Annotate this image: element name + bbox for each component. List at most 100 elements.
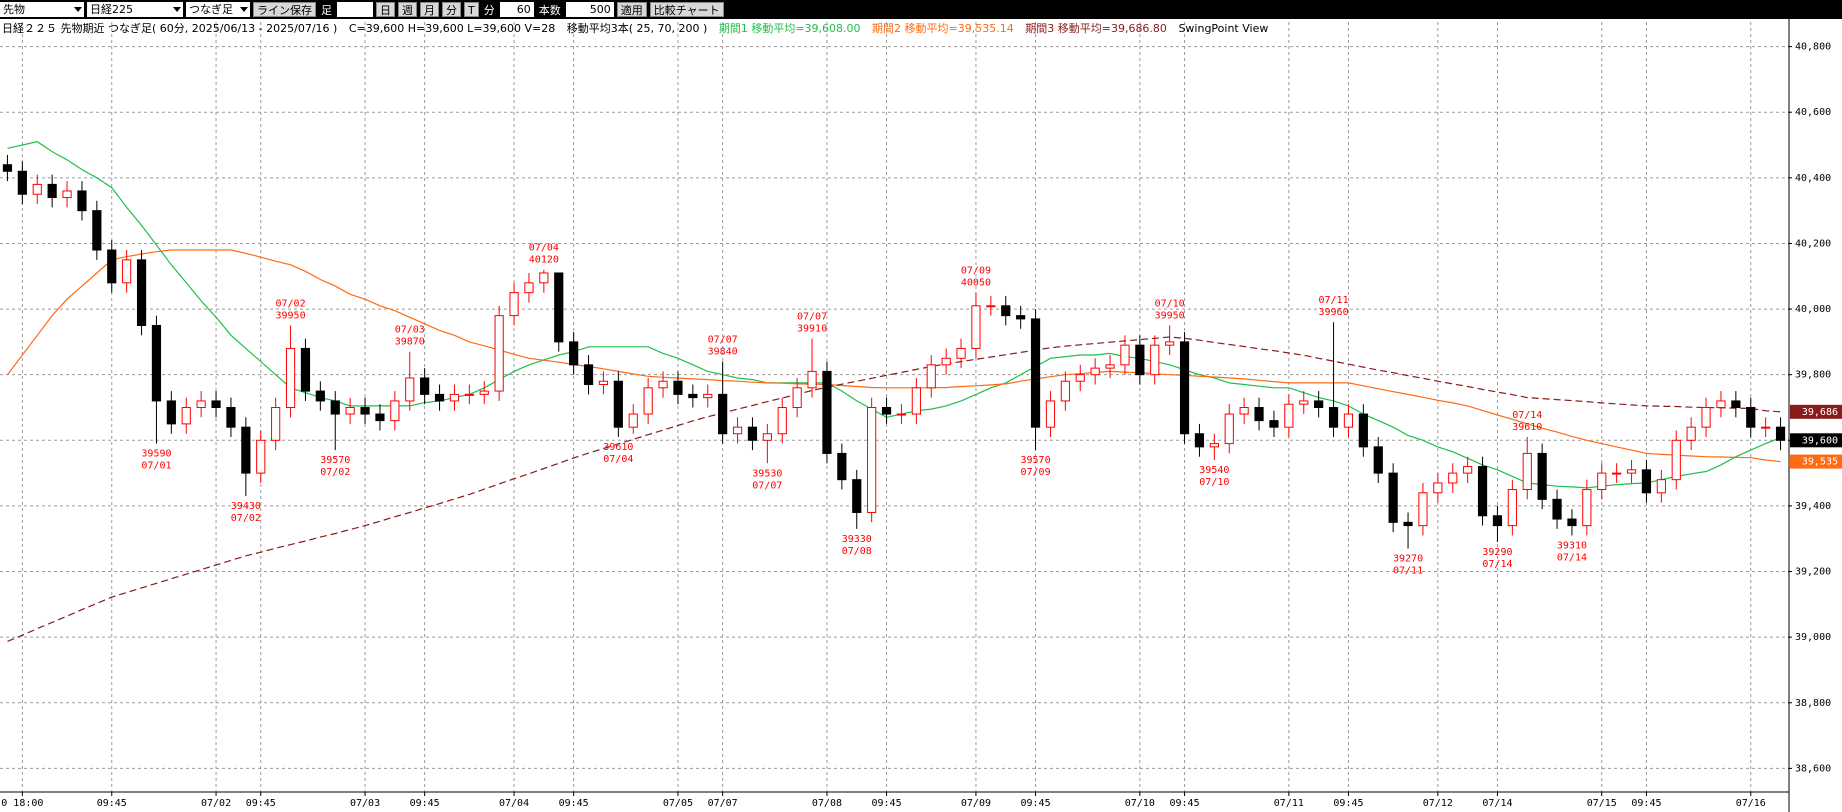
x-tick-label: 07/10: [1125, 798, 1155, 809]
y-tick-label: 40,200: [1795, 238, 1831, 249]
candle-body: [539, 272, 549, 284]
candle-body: [17, 170, 27, 195]
price-tag-label: 39,600: [1802, 435, 1838, 446]
candle-body: [107, 249, 117, 284]
swing-high-price: 40120: [529, 255, 559, 266]
bar-input[interactable]: [337, 2, 373, 17]
chart-subtitle: C=39,600 H=39,600 L=39,600 V=28: [348, 22, 556, 35]
candle-body: [1403, 521, 1413, 527]
candle-body: [1463, 466, 1473, 474]
x-tick-label: 07/04: [499, 798, 529, 809]
candle-body: [1269, 420, 1279, 428]
candle-body: [122, 259, 132, 284]
candle-body: [271, 406, 281, 441]
candle-body: [211, 400, 221, 408]
swing-high-date: 07/11: [1318, 295, 1348, 306]
apply-button[interactable]: 適用: [616, 2, 647, 17]
candle-body: [1388, 472, 1398, 523]
candle-body: [166, 400, 176, 425]
swing-high-price: 39950: [275, 310, 305, 321]
moving-average-line: [7, 336, 1781, 642]
candle-body: [1209, 443, 1219, 448]
day-button[interactable]: 日: [376, 2, 395, 17]
moving-average-line: [7, 141, 1781, 489]
candle-body: [986, 305, 996, 308]
candle-body: [1537, 452, 1547, 500]
candle-body: [1731, 400, 1741, 408]
y-tick-label: 39,800: [1795, 370, 1831, 381]
x-tick-label: 09:45: [1020, 798, 1050, 809]
swing-low-price: 39430: [231, 501, 261, 512]
candle-body: [1656, 479, 1666, 494]
candle-body: [405, 377, 415, 402]
candle-body: [241, 426, 251, 474]
swing-low-price: 39270: [1393, 554, 1423, 565]
candle-body: [1343, 413, 1354, 428]
swing-low-price: 39590: [141, 449, 171, 460]
month-button[interactable]: 月: [420, 2, 439, 17]
y-tick-label: 40,400: [1795, 173, 1831, 184]
chart-title: 日経２２５ 先物期近 つなぎ足( 60分, 2025/06/13 - 2025/…: [2, 22, 338, 35]
chart-kind-select[interactable]: つなぎ足: [186, 2, 250, 17]
swing-high-date: 07/02: [275, 298, 305, 309]
swing-low-price: 39570: [1020, 455, 1050, 466]
x-tick-label: 09:45: [871, 798, 901, 809]
count-input[interactable]: 500: [565, 2, 614, 17]
candle-body: [1284, 403, 1294, 428]
save-lines-button[interactable]: ライン保存: [253, 2, 316, 17]
swing-low-date: 07/02: [320, 467, 350, 478]
interval-input[interactable]: 60: [499, 2, 534, 17]
tick-button[interactable]: T: [464, 2, 479, 17]
legend-entry: 期間2 移動平均=39,535.14: [872, 22, 1014, 35]
market-select[interactable]: 先物: [0, 2, 84, 17]
candle-body: [300, 347, 311, 392]
candle-body: [867, 406, 877, 513]
swing-high-price: 39960: [1318, 307, 1348, 318]
interval-unit: 分: [483, 3, 495, 17]
candle-body: [32, 183, 42, 195]
candle-body: [1582, 489, 1592, 527]
candle-body: [1224, 413, 1234, 445]
candle-body: [1701, 406, 1711, 428]
candle-body: [1567, 518, 1577, 527]
week-button[interactable]: 週: [398, 2, 417, 17]
symbol-select[interactable]: 日経225: [87, 2, 183, 17]
candle-body: [1239, 406, 1249, 415]
x-tick-label: 09:45: [1333, 798, 1363, 809]
candle-body: [1612, 472, 1622, 475]
swing-low-date: 07/02: [231, 513, 261, 524]
swing-low-date: 07/01: [141, 461, 171, 472]
x-tick-label: 07/07: [708, 798, 738, 809]
candle-body: [881, 406, 892, 415]
candle-body: [926, 364, 936, 389]
candle-body: [807, 370, 817, 389]
candle-body: [464, 393, 474, 396]
swing-high-price: 39950: [1155, 310, 1185, 321]
candle-body: [1090, 367, 1100, 376]
compare-button[interactable]: 比較チャート: [649, 2, 724, 17]
candle-body: [1060, 380, 1070, 402]
swing-low-date: 07/14: [1482, 559, 1512, 570]
swing-low-date: 07/14: [1557, 552, 1587, 563]
minute-button[interactable]: 分: [442, 2, 461, 17]
candle-body: [1045, 400, 1056, 428]
x-tick-label: 09:45: [246, 798, 276, 809]
toolbar: 先物 日経225 つなぎ足 ライン保存 足 日 週 月 分 T 分 60 本数 …: [0, 0, 1842, 19]
candle-body: [1522, 452, 1532, 491]
price-tag: [1790, 454, 1842, 469]
candle-body: [777, 406, 787, 435]
candle-body: [1626, 469, 1637, 474]
legend-entry: 期間3 移動平均=39,686.80: [1025, 22, 1167, 35]
swing-low-date: 07/04: [603, 454, 633, 465]
x-tick-label: 09:45: [97, 798, 127, 809]
candle-body: [1075, 374, 1085, 382]
candle-body: [2, 164, 13, 172]
candle-body: [852, 479, 862, 513]
candle-body: [628, 413, 638, 428]
candle-body: [1418, 492, 1428, 527]
candle-body: [1120, 344, 1130, 366]
candle-body: [360, 406, 370, 415]
candle-body: [1746, 406, 1756, 428]
candle-body: [1030, 318, 1041, 428]
candle-body: [747, 426, 758, 441]
